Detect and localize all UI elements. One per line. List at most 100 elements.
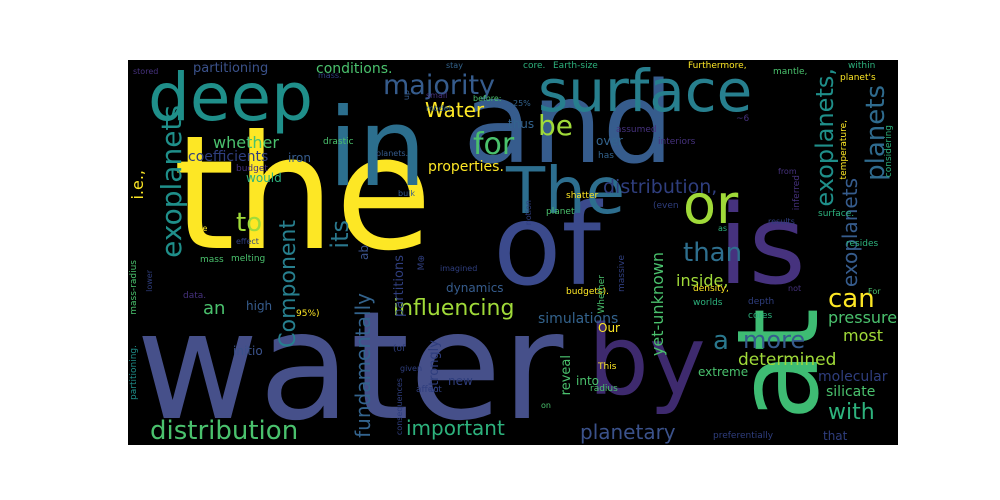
word-small: small — [426, 91, 448, 100]
word-reveal: reveal — [559, 355, 574, 396]
word-massive: massive — [617, 255, 627, 293]
word-on: on — [541, 401, 551, 410]
word-coefficients: coefficients — [188, 149, 269, 165]
word-with: with — [828, 400, 875, 425]
word-of-paren: (of — [393, 344, 406, 354]
word-yet-unknown: yet-unknown — [648, 252, 667, 357]
word-of: of — [493, 181, 601, 311]
word-distribution: distribution — [150, 416, 299, 445]
word-whether: whether — [213, 133, 279, 152]
word-to: to — [236, 208, 263, 238]
word-notion: notion — [524, 200, 533, 226]
word-and: and — [463, 60, 674, 189]
word-or: or — [683, 173, 739, 236]
word-partitioning-dot: partitioning. — [129, 345, 139, 400]
word-interiors: interiors — [658, 137, 696, 147]
word-more: more — [743, 326, 806, 354]
word-an: an — [203, 298, 226, 319]
word-by: by — [588, 305, 706, 417]
word-depth: depth — [748, 297, 775, 307]
word-that: that — [823, 429, 848, 443]
word-surface-dot: surface. — [818, 209, 855, 219]
word-budget: budget — [236, 164, 268, 174]
word-bulk: bulk — [398, 189, 416, 198]
word-exoplanets-comma: exoplanets, — [811, 68, 839, 207]
word-water-cap: Water — [425, 98, 485, 122]
word-new: new — [448, 374, 473, 388]
word-considering: considering — [884, 125, 894, 178]
word-for-cap: For — [868, 287, 881, 296]
word-results: results — [768, 217, 795, 226]
word-its: its — [326, 220, 354, 249]
word-would: would — [246, 171, 282, 185]
word-assumed: assumed — [616, 125, 657, 135]
word-thus: thus — [508, 117, 535, 131]
word-temperature: temperature, — [839, 120, 849, 180]
word-molecular: molecular — [818, 369, 888, 385]
word-planetary: planetary — [580, 420, 676, 444]
word-earth-size: Earth-size — [553, 61, 598, 71]
word-stay: stay — [446, 61, 463, 70]
word-inside: inside, — [676, 271, 729, 290]
word-this: This — [598, 362, 617, 372]
word-surface: surface — [538, 60, 753, 125]
word-our: Our — [598, 321, 620, 335]
word-than: than — [683, 238, 743, 268]
word-extreme: extreme — [698, 365, 749, 379]
word-within: within — [848, 61, 876, 71]
word-radius: radius — [590, 384, 618, 394]
word-be: be — [538, 109, 573, 142]
word-a: a — [713, 326, 729, 356]
word-iron: iron — [288, 151, 311, 165]
word-cloud: the water and of in is at by deep surfac… — [128, 60, 898, 445]
word-stored: stored — [133, 67, 159, 76]
word-deep: deep — [148, 60, 313, 136]
word-determined: determined — [738, 350, 837, 370]
word-has: has — [598, 151, 614, 161]
word-properties: properties. — [428, 159, 504, 175]
word-lower: lower — [145, 270, 154, 292]
word-majority: majority — [383, 70, 496, 101]
word-drastic: drastic — [323, 137, 354, 147]
word-effect: effect — [236, 237, 259, 246]
word-high: high — [246, 299, 273, 313]
word-whether-cap: Whether — [597, 275, 607, 314]
word-cores: cores — [748, 311, 773, 321]
word-density: density, — [693, 284, 729, 294]
word-water: water — [136, 280, 564, 445]
word-given: given — [400, 364, 423, 373]
word-pct95: 95%) — [296, 309, 320, 319]
word-mass-plain: mass — [200, 255, 224, 265]
word-in: in — [328, 86, 427, 211]
word-for: for — [473, 127, 515, 162]
word-imagined: imagined — [440, 264, 478, 273]
word-mq: M⊕ — [417, 255, 427, 271]
word-mass-radius: mass-radius — [129, 260, 139, 315]
word-inferred: inferred — [792, 175, 802, 211]
word-neg6: ~6 — [736, 114, 750, 124]
word-The: The — [506, 155, 626, 229]
word-resides: resides — [846, 239, 879, 249]
word-most: most — [843, 326, 883, 345]
word-planets-poss: planet's — [840, 73, 876, 83]
word-is: is — [718, 181, 806, 309]
word-furthermore: Furthermore, — [688, 61, 747, 71]
word-over: over — [596, 134, 623, 148]
word-simulations: simulations — [538, 311, 619, 327]
word-planets-dot: planets. — [376, 149, 409, 158]
word-preferentially: preferentially — [713, 431, 774, 441]
word-exoplanets-right: exoplanets — [838, 178, 862, 288]
word-even: (even — [653, 201, 679, 211]
word-we: we — [196, 224, 208, 233]
word-model: model — [426, 104, 451, 113]
word-not: not — [788, 284, 802, 293]
word-as: as — [718, 224, 728, 233]
word-partitions: partitions — [392, 255, 407, 317]
word-planet: planet — [546, 207, 575, 217]
word-component: Component — [276, 220, 301, 348]
word-shatter: shatter — [566, 191, 599, 201]
word-dynamics: dynamics — [446, 281, 504, 295]
word-exoplanets-left: exoplanets — [155, 105, 188, 258]
word-conditions: conditions. — [316, 61, 393, 77]
word-ie: i.e., — [128, 170, 147, 200]
